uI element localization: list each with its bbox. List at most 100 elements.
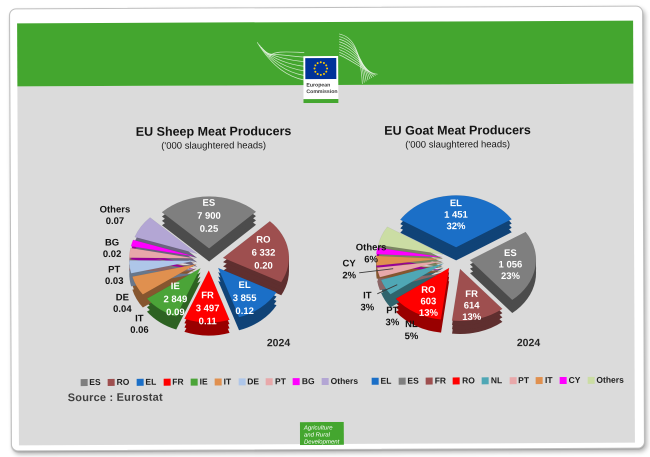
pie-label-FR: 3 497: [196, 303, 220, 314]
eu-star: [319, 73, 322, 76]
label-leader-line: [359, 268, 394, 274]
pie-slice-ES: [469, 231, 537, 301]
pie-slice-BG: [130, 239, 196, 257]
legend-item-IT: IT: [536, 375, 553, 385]
pie-outside-label-PT: PT: [108, 264, 120, 275]
pie-slice-PT: [376, 260, 443, 278]
pie-label-FR: FR: [465, 289, 478, 300]
pie-label-RO: RO: [256, 235, 270, 246]
header-bar: [17, 20, 634, 87]
eu-star: [322, 72, 325, 75]
badge-line1: Agriculture: [303, 425, 333, 431]
goat-chart-subtitle: ('000 slaughtered heads): [405, 139, 511, 151]
pie-outside-label-CY: 2%: [342, 270, 356, 281]
pie-slice-ES: [161, 196, 257, 249]
pie-label-IE: 0.09: [166, 307, 185, 318]
legend-item-NL: NL: [481, 375, 503, 386]
pie-outside-label-IT: IT: [135, 313, 144, 324]
pie-outside-label-Others: Others: [100, 204, 131, 215]
legend-item-DE: DE: [238, 376, 259, 386]
pie-outside-label-BG: 0.02: [103, 249, 122, 260]
legend-marker-FR: [425, 377, 433, 385]
legend-marker-DE: [238, 377, 246, 385]
legend-marker-BG: [292, 377, 300, 385]
legend-item-FR: FR: [163, 376, 184, 387]
pie-label-EL: 32%: [446, 221, 466, 232]
legend-item-Others: Others: [587, 374, 624, 385]
legend-label: FR: [172, 376, 184, 387]
pie-outside-label-NL: NL: [405, 319, 418, 330]
goat-chart-title: EU Goat Meat Producers: [384, 123, 531, 138]
legend-item-ES: ES: [398, 375, 419, 386]
pie-slice-NL: [380, 263, 444, 295]
pie-slice-CY: [376, 247, 443, 258]
legend-label: NL: [490, 375, 503, 386]
goat-chart-legend: EL ES FR RO NL PT IT CY Others: [347, 375, 645, 386]
pie-slice-IE: [146, 267, 201, 317]
legend-marker-IT: [536, 376, 544, 384]
pie-label-FR: 0.11: [199, 316, 218, 327]
pie-label-RO: 13%: [419, 308, 439, 319]
legend-label: BG: [301, 376, 315, 387]
legend-marker-ES: [398, 377, 406, 385]
eu-star: [319, 61, 322, 64]
legend-item-PT: PT: [265, 376, 286, 387]
legend-marker-ES: [80, 378, 88, 386]
slide: European Commission EU Sheep Meat Produc…: [9, 5, 645, 452]
pie-label-RO: RO: [421, 285, 435, 296]
legend-label: FR: [434, 375, 447, 386]
legend-label: Others: [596, 374, 624, 385]
swoosh-line: [339, 49, 375, 77]
pie-slice-Others: [134, 217, 198, 254]
sheep-chart-legend: ES RO EL FR IE IT DE PT BG Others: [62, 376, 377, 387]
pie-outside-label-PT: 0.03: [105, 276, 124, 287]
label-leader-line: [377, 284, 398, 295]
year-label: 2024: [517, 337, 541, 349]
logo-text-line2: Commission: [306, 89, 337, 95]
logo-text-line1: European: [306, 82, 330, 88]
legend-label: IE: [199, 376, 208, 387]
badge-line2: and Rural: [304, 432, 331, 438]
legend-item-IE: IE: [190, 376, 208, 387]
swoosh-line: [267, 53, 305, 58]
legend-label: IT: [223, 376, 232, 387]
legend-item-BG: BG: [292, 376, 315, 387]
legend-label: CY: [568, 374, 581, 385]
eu-star: [325, 64, 328, 67]
source-text: Source : Eurostat: [67, 391, 163, 405]
legend-marker-PT: [509, 376, 517, 384]
sheep-pie-chart: ES 7 900 0.25 RO 6 332 0.20 EL 3 855 0.12 FR 3 497…: [100, 196, 291, 349]
legend-item-PT: PT: [509, 375, 529, 385]
legend-label: ES: [89, 376, 101, 388]
legend-marker-RO: [453, 376, 461, 384]
pie-label-RO: 603: [420, 296, 436, 307]
logo-swoosh-decoration: [256, 33, 378, 84]
legend-marker-IT: [214, 377, 222, 385]
pie-slice-IT: [375, 255, 443, 266]
pie-slice-DE: [129, 260, 196, 274]
swoosh-line: [339, 44, 371, 80]
pie-charts-canvas: ES 7 900 0.25 RO 6 332 0.20 EL 3 855 0.12 FR 3 497…: [100, 195, 541, 349]
swoosh-line: [265, 51, 305, 63]
legend-item-ES: ES: [80, 376, 101, 388]
pie-outside-label-BG: BG: [105, 237, 119, 248]
pie-label-FR: 13%: [462, 312, 482, 323]
pie-label-ES: 23%: [501, 271, 521, 282]
pie-label-EL: 0.12: [235, 306, 254, 317]
pie-outside-label-IT: IT: [363, 290, 372, 301]
pie-label-RO: 0.20: [254, 261, 273, 272]
swoosh-line: [339, 46, 373, 78]
pie-label-RO: 6 332: [252, 248, 276, 259]
legend-label: PT: [274, 376, 286, 387]
pie-outside-label-Others: 6%: [364, 254, 378, 265]
pie-label-ES: 0.25: [200, 224, 219, 235]
pie-outside-label-NL: 5%: [405, 331, 419, 342]
pie-label-FR: 614: [464, 300, 481, 311]
pie-slice-PT: [129, 247, 196, 259]
year-label: 2024: [267, 337, 291, 349]
legend-marker-PT: [265, 377, 274, 385]
badge-line3: Development: [304, 439, 340, 445]
pie-outside-label-Others: 0.07: [106, 216, 125, 227]
legend-label: ES: [407, 375, 419, 386]
legend-marker-FR: [163, 378, 171, 386]
